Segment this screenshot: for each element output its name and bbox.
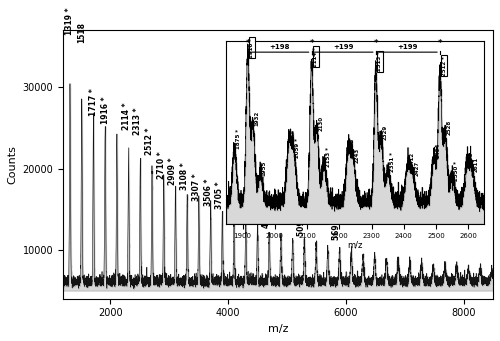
Text: 1319 *: 1319 *	[66, 7, 74, 34]
Text: 2114 *: 2114 *	[122, 103, 130, 131]
Text: 1717 *: 1717 *	[89, 88, 98, 116]
Text: 3904 *: 3904 *	[227, 192, 236, 220]
Text: 2313 *: 2313 *	[134, 107, 142, 135]
Text: 4501 *: 4501 *	[262, 201, 271, 228]
Text: 2512 *: 2512 *	[145, 128, 154, 155]
Text: 1518: 1518	[77, 22, 86, 43]
Y-axis label: Counts: Counts	[7, 145, 17, 184]
Text: 3108 *: 3108 *	[180, 162, 189, 190]
Text: 2710 *: 2710 *	[156, 152, 166, 179]
X-axis label: m/z: m/z	[268, 324, 288, 334]
Text: 3705 *: 3705 *	[216, 182, 224, 209]
Text: 5098 *: 5098 *	[298, 209, 306, 236]
Text: 1916 *: 1916 *	[100, 97, 110, 124]
Text: 3506 *: 3506 *	[204, 179, 212, 206]
Text: 2909 *: 2909 *	[168, 158, 177, 185]
Text: 5693 *: 5693 *	[332, 213, 342, 240]
Text: 3307 *: 3307 *	[192, 174, 201, 201]
